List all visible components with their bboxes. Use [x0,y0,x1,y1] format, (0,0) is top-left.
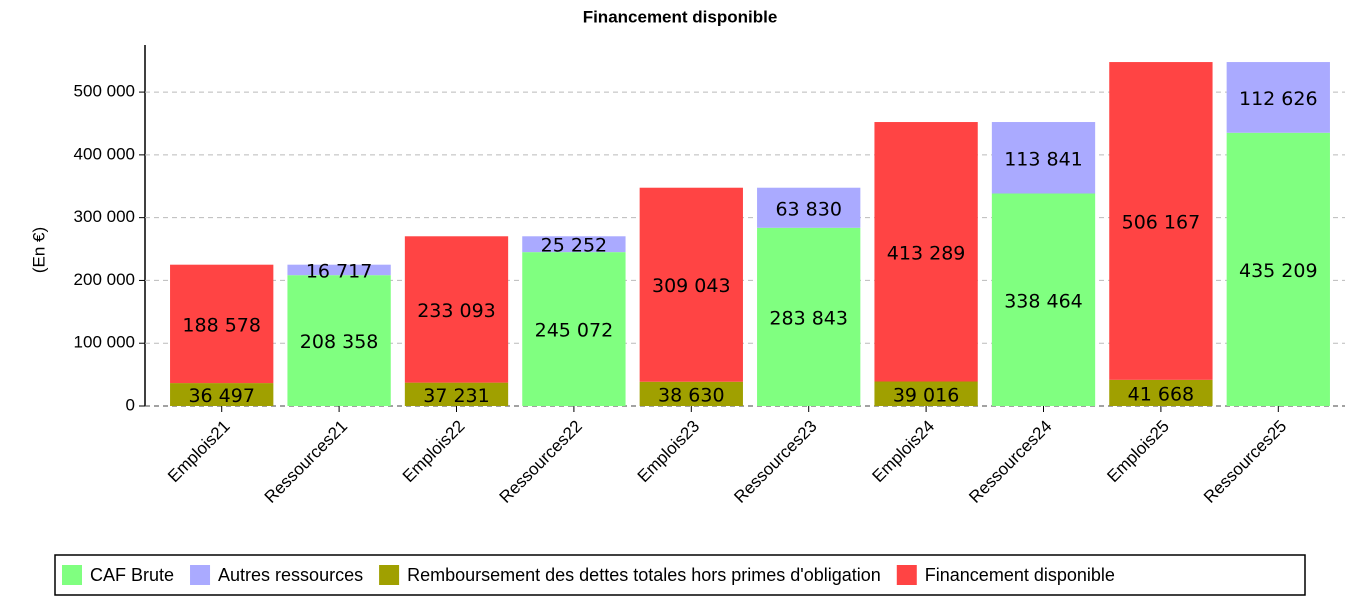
y-tick-label: 0 [126,395,135,414]
data-label: 36 497 [188,385,254,407]
legend-swatch [62,565,82,585]
bar-segment [757,187,861,228]
x-tick-label: Emplois21 [164,417,234,487]
data-label: 25 252 [541,235,607,257]
x-tick-label: Ressources23 [730,417,820,507]
bar-segment [522,252,626,406]
legend-label: Financement disponible [925,565,1115,585]
x-tick-label: Ressources21 [261,417,351,507]
legend-swatch [379,565,400,585]
bar-segment [1226,132,1330,406]
bar-segment [404,236,509,383]
bar-segment [991,122,1096,194]
bar-segment [639,381,743,406]
y-tick-label: 500 000 [74,82,135,101]
data-label: 39 016 [893,384,959,406]
data-label: 309 043 [652,275,731,297]
data-label: 112 626 [1239,88,1318,110]
data-label: 188 578 [182,314,261,336]
data-label: 283 843 [769,307,848,329]
bar-segment [1109,62,1213,380]
y-tick-label: 100 000 [74,333,135,352]
bar-segment [522,236,626,253]
x-tick-label: Emplois25 [1103,417,1173,487]
x-tick-label: Ressources25 [1200,417,1290,507]
y-axis-label: (En €) [29,227,48,273]
bar-segment [287,275,391,406]
legend-label: Remboursement des dettes totales hors pr… [407,565,881,585]
data-label: 41 668 [1128,383,1194,405]
data-label: 113 841 [1004,148,1083,170]
bar-segment [1109,379,1213,406]
legend-label: Autres ressources [218,565,363,585]
y-tick-label: 400 000 [74,144,135,163]
legend-swatch [190,565,211,585]
x-tick-label: Ressources24 [965,417,1055,507]
y-tick-label: 300 000 [74,207,135,226]
bar-segment [757,227,861,406]
legend-swatch [896,565,917,585]
x-tick-label: Emplois22 [399,417,469,487]
bar-segment [1226,62,1330,133]
bar-segment [404,382,509,406]
data-label: 245 072 [535,320,614,342]
bar-segment [287,264,391,276]
y-tick-label: 200 000 [74,270,135,289]
legend-box [54,554,1306,596]
data-label: 37 231 [423,385,489,407]
data-label: 233 093 [417,300,496,322]
data-label: 208 358 [300,331,379,353]
x-tick-label: Emplois24 [869,417,939,487]
x-tick-label: Emplois23 [634,417,704,487]
data-label: 16 717 [306,260,372,282]
x-tick-label: Ressources22 [496,417,586,507]
chart-title: Financement disponible [583,7,778,26]
bar-segment [874,122,978,382]
data-label: 506 167 [1122,211,1201,233]
data-label: 435 209 [1239,260,1318,282]
bar-segment [170,383,274,406]
legend-label: CAF Brute [90,565,174,585]
bar-segment [639,187,743,382]
data-label: 413 289 [887,242,966,264]
data-label: 38 630 [658,384,724,406]
bar-segment [991,193,1096,406]
data-label: 338 464 [1004,290,1083,312]
data-label: 63 830 [775,198,841,220]
bar-segment [874,381,978,406]
bar-segment [170,264,274,384]
